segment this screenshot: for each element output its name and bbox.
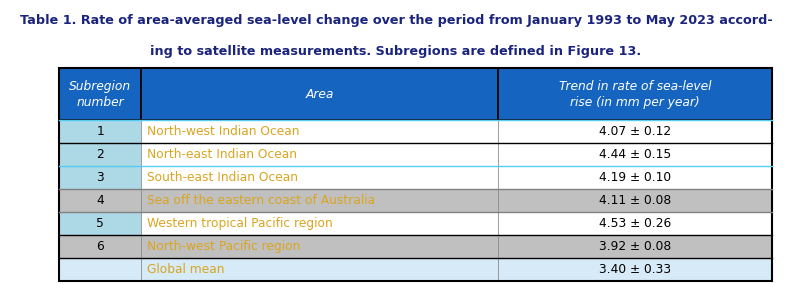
- Text: 6: 6: [97, 240, 105, 253]
- Bar: [141, 212, 498, 235]
- Text: 2: 2: [97, 148, 105, 161]
- Text: North-west Pacific region: North-west Pacific region: [147, 240, 300, 253]
- Text: 4: 4: [97, 194, 105, 207]
- Text: 4.19 ± 0.10: 4.19 ± 0.10: [599, 171, 671, 184]
- Bar: [59, 68, 141, 120]
- Text: South-east Indian Ocean: South-east Indian Ocean: [147, 171, 298, 184]
- Text: 5: 5: [97, 217, 105, 230]
- Bar: [498, 189, 772, 212]
- Text: Subregion
number: Subregion number: [70, 80, 131, 109]
- Bar: [141, 189, 498, 212]
- Bar: [498, 212, 772, 235]
- Bar: [498, 143, 772, 166]
- Bar: [141, 120, 498, 143]
- Bar: [498, 166, 772, 189]
- Bar: [141, 258, 498, 281]
- Bar: [59, 258, 141, 281]
- Bar: [59, 68, 772, 281]
- Text: 3: 3: [97, 171, 105, 184]
- Bar: [141, 166, 498, 189]
- Bar: [498, 258, 772, 281]
- Bar: [141, 143, 498, 166]
- Text: 4.11 ± 0.08: 4.11 ± 0.08: [599, 194, 671, 207]
- Bar: [141, 235, 498, 258]
- Text: Area: Area: [306, 88, 333, 101]
- Text: Table 1. Rate of area-averaged sea-level change over the period from January 199: Table 1. Rate of area-averaged sea-level…: [20, 14, 772, 27]
- Bar: [59, 120, 141, 143]
- Bar: [59, 189, 141, 212]
- Text: 4.53 ± 0.26: 4.53 ± 0.26: [599, 217, 671, 230]
- Bar: [141, 68, 498, 120]
- Text: North-east Indian Ocean: North-east Indian Ocean: [147, 148, 297, 161]
- Bar: [498, 68, 772, 120]
- Text: Global mean: Global mean: [147, 263, 224, 276]
- Bar: [59, 235, 141, 258]
- Bar: [498, 120, 772, 143]
- Text: 3.92 ± 0.08: 3.92 ± 0.08: [599, 240, 671, 253]
- Text: 1: 1: [97, 125, 105, 138]
- Text: Trend in rate of sea-level
rise (in mm per year): Trend in rate of sea-level rise (in mm p…: [558, 80, 711, 109]
- Text: 4.44 ± 0.15: 4.44 ± 0.15: [599, 148, 671, 161]
- Text: ing to satellite measurements. Subregions are defined in Figure 13.: ing to satellite measurements. Subregion…: [150, 45, 642, 59]
- Bar: [59, 143, 141, 166]
- Text: 4.07 ± 0.12: 4.07 ± 0.12: [599, 125, 671, 138]
- Text: North-west Indian Ocean: North-west Indian Ocean: [147, 125, 299, 138]
- Text: Western tropical Pacific region: Western tropical Pacific region: [147, 217, 333, 230]
- Text: Sea off the eastern coast of Australia: Sea off the eastern coast of Australia: [147, 194, 375, 207]
- Bar: [59, 212, 141, 235]
- Text: 3.40 ± 0.33: 3.40 ± 0.33: [599, 263, 671, 276]
- Bar: [498, 235, 772, 258]
- Bar: [59, 166, 141, 189]
